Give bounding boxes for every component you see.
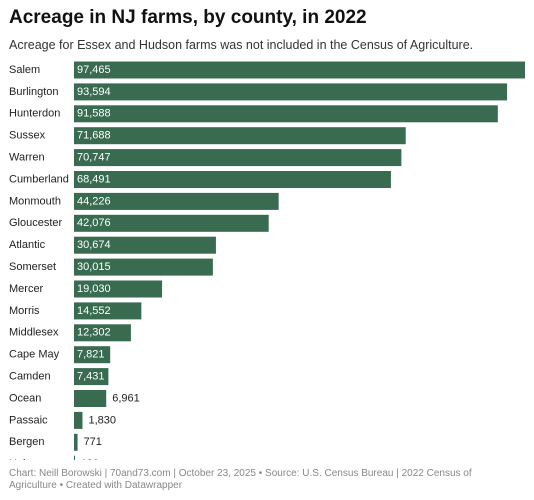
category-label: Passaic bbox=[9, 414, 48, 426]
bar bbox=[74, 390, 107, 407]
value-label: 7,431 bbox=[77, 371, 105, 383]
category-label: Monmouth bbox=[9, 195, 61, 207]
value-label: 6,961 bbox=[112, 392, 140, 404]
bar bbox=[74, 61, 525, 79]
bar bbox=[74, 192, 279, 210]
value-label: 68,491 bbox=[77, 173, 111, 185]
category-label: Sussex bbox=[9, 130, 46, 142]
bar bbox=[74, 346, 111, 364]
value-label: 771 bbox=[84, 436, 102, 448]
category-label: Ocean bbox=[9, 392, 41, 404]
category-label: Union bbox=[9, 458, 38, 460]
chart: Salem 97,465 Burlington 93,594 Hunterdon 91,5… bbox=[9, 61, 525, 460]
bar bbox=[74, 127, 406, 145]
bar bbox=[74, 455, 75, 460]
category-label: Somerset bbox=[9, 261, 56, 273]
value-label: 93,594 bbox=[77, 86, 111, 98]
value-label: 1,830 bbox=[88, 414, 116, 426]
category-label: Morris bbox=[9, 305, 40, 317]
value-label: 14,552 bbox=[77, 305, 111, 317]
bar bbox=[74, 214, 269, 232]
bar bbox=[74, 280, 163, 298]
category-label: Warren bbox=[9, 152, 45, 164]
chart-subtitle: Acreage for Essex and Hudson farms was n… bbox=[9, 38, 474, 52]
value-label: 12,302 bbox=[77, 327, 111, 339]
bar bbox=[74, 411, 83, 429]
value-label: 71,688 bbox=[77, 130, 111, 142]
chart-title: Acreage in NJ farms, by county, in 2022 bbox=[9, 7, 367, 28]
bar bbox=[74, 433, 78, 451]
value-label: 7,821 bbox=[77, 349, 105, 361]
category-label: Hunterdon bbox=[9, 108, 60, 120]
category-label: Camden bbox=[9, 371, 51, 383]
category-label: Cumberland bbox=[9, 173, 69, 185]
category-label: Atlantic bbox=[9, 239, 46, 251]
bar bbox=[74, 149, 402, 167]
bar bbox=[74, 171, 391, 188]
value-label: 70,747 bbox=[77, 152, 111, 164]
bar bbox=[74, 302, 142, 320]
value-label: 30,674 bbox=[77, 239, 111, 251]
bar bbox=[74, 83, 508, 101]
chart-footer: Chart: Neill Borowski | 70and73.com | Oc… bbox=[9, 468, 472, 491]
value-label: 30,015 bbox=[77, 261, 111, 273]
value-label: 19,030 bbox=[77, 283, 111, 295]
value-label: 44,226 bbox=[77, 195, 111, 207]
category-label: Burlington bbox=[9, 86, 59, 98]
bar bbox=[74, 105, 498, 123]
category-label: Middlesex bbox=[9, 327, 59, 339]
category-label: Mercer bbox=[9, 283, 44, 295]
value-label: 42,076 bbox=[77, 217, 111, 229]
category-label: Cape May bbox=[9, 349, 60, 361]
value-label: 91,588 bbox=[77, 108, 111, 120]
bar bbox=[74, 324, 131, 342]
value-label: 139 bbox=[81, 458, 99, 460]
bar bbox=[74, 258, 213, 276]
category-label: Salem bbox=[9, 64, 40, 76]
bar bbox=[74, 236, 216, 254]
category-label: Gloucester bbox=[9, 217, 63, 229]
bar bbox=[74, 368, 109, 386]
value-label: 97,465 bbox=[77, 64, 111, 76]
category-label: Bergen bbox=[9, 436, 44, 448]
